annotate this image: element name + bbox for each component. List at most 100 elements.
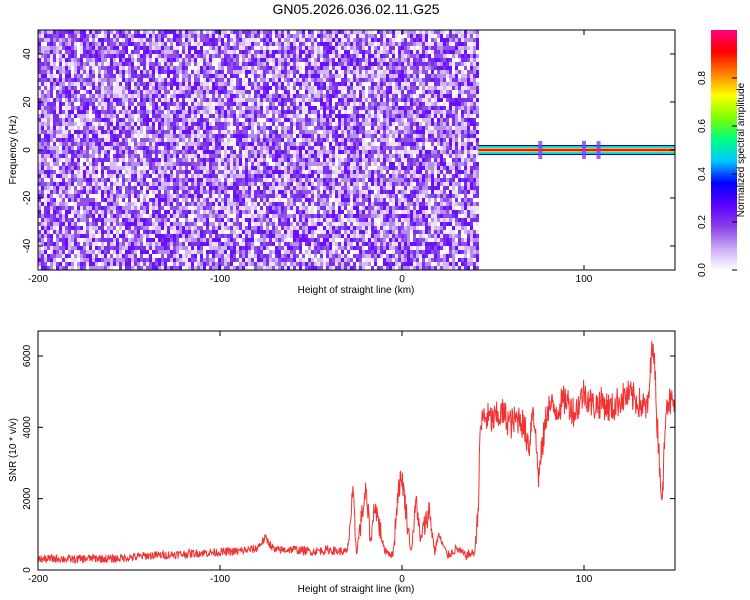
heatmap-cell <box>89 142 92 146</box>
heatmap-cell <box>83 150 86 154</box>
heatmap-cell <box>236 222 239 226</box>
heatmap-cell <box>257 158 260 162</box>
heatmap-cell <box>251 106 254 110</box>
heatmap-cell <box>44 62 47 66</box>
heatmap-cell <box>212 134 215 138</box>
heatmap-cell <box>104 38 107 42</box>
heatmap-cell <box>83 178 86 182</box>
heatmap-cell <box>317 206 320 210</box>
heatmap-cell <box>200 82 203 86</box>
heatmap-cell <box>92 82 95 86</box>
heatmap-cell <box>65 166 68 170</box>
heatmap-cell <box>248 242 251 246</box>
heatmap-cell <box>317 134 320 138</box>
heatmap-cell <box>206 78 209 82</box>
heatmap-cell <box>308 246 311 250</box>
heatmap-cell <box>197 70 200 74</box>
heatmap-cell <box>50 66 53 70</box>
heatmap-cell <box>188 242 191 246</box>
heatmap-cell <box>128 230 131 234</box>
heatmap-cell <box>107 242 110 246</box>
heatmap-cell <box>41 174 44 178</box>
heatmap-cell <box>287 146 290 150</box>
heatmap-cell <box>146 170 149 174</box>
heatmap-cell <box>89 122 92 126</box>
heatmap-cell <box>41 178 44 182</box>
heatmap-cell <box>113 242 116 246</box>
heatmap-cell <box>191 114 194 118</box>
heatmap-cell <box>215 230 218 234</box>
heatmap-cell <box>254 102 257 106</box>
heatmap-cell <box>203 170 206 174</box>
heatmap-cell <box>74 198 77 202</box>
heatmap-cell <box>284 142 287 146</box>
heatmap-cell <box>176 34 179 38</box>
heatmap-cell <box>83 126 86 130</box>
heatmap-cell <box>209 54 212 58</box>
heatmap-cell <box>131 210 134 214</box>
heatmap-cell <box>65 46 68 50</box>
heatmap-cell <box>224 170 227 174</box>
heatmap-cell <box>236 182 239 186</box>
heatmap-cell <box>101 266 104 270</box>
heatmap-cell <box>260 174 263 178</box>
heatmap-cell <box>293 202 296 206</box>
heatmap-cell <box>104 54 107 58</box>
heatmap-cell <box>200 194 203 198</box>
heatmap-cell <box>161 134 164 138</box>
heatmap-cell <box>188 106 191 110</box>
heatmap-cell <box>308 34 311 38</box>
heatmap-cell <box>305 250 308 254</box>
heatmap-cell <box>47 210 50 214</box>
heatmap-cell <box>269 54 272 58</box>
heatmap-cell <box>266 146 269 150</box>
heatmap-cell <box>161 174 164 178</box>
heatmap-cell <box>275 186 278 190</box>
heatmap-cell <box>56 46 59 50</box>
heatmap-cell <box>305 66 308 70</box>
heatmap-cell <box>173 138 176 142</box>
heatmap-cell <box>263 58 266 62</box>
heatmap-cell <box>41 34 44 38</box>
heatmap-cell <box>140 162 143 166</box>
heatmap-cell <box>179 186 182 190</box>
heatmap-cell <box>263 98 266 102</box>
heatmap-cell <box>287 110 290 114</box>
heatmap-cell <box>185 170 188 174</box>
heatmap-cell <box>287 234 290 238</box>
heatmap-cell <box>224 198 227 202</box>
heatmap-cell <box>203 186 206 190</box>
heatmap-cell <box>212 94 215 98</box>
heatmap-cell <box>257 126 260 130</box>
heatmap-cell <box>260 194 263 198</box>
heatmap-cell <box>275 74 278 78</box>
heatmap-cell <box>41 162 44 166</box>
heatmap-cell <box>125 170 128 174</box>
heatmap-cell <box>200 186 203 190</box>
heatmap-cell <box>245 118 248 122</box>
heatmap-cell <box>284 158 287 162</box>
heatmap-cell <box>107 122 110 126</box>
heatmap-cell <box>98 202 101 206</box>
heatmap-cell <box>149 90 152 94</box>
heatmap-cell <box>272 222 275 226</box>
heatmap-cell <box>71 138 74 142</box>
heatmap-cell <box>128 226 131 230</box>
heatmap-cell <box>80 226 83 230</box>
heatmap-cell <box>110 102 113 106</box>
heatmap-cell <box>209 86 212 90</box>
heatmap-cell <box>182 46 185 50</box>
heatmap-cell <box>92 78 95 82</box>
heatmap-cell <box>203 62 206 66</box>
heatmap-cell <box>188 218 191 222</box>
heatmap-cell <box>200 262 203 266</box>
heatmap-cell <box>98 258 101 262</box>
heatmap-cell <box>131 90 134 94</box>
heatmap-cell <box>74 226 77 230</box>
heatmap-cell <box>218 34 221 38</box>
heatmap-cell <box>170 178 173 182</box>
heatmap-cell <box>56 158 59 162</box>
heatmap-cell <box>197 106 200 110</box>
heatmap-cell <box>53 214 56 218</box>
heatmap-cell <box>311 238 314 242</box>
